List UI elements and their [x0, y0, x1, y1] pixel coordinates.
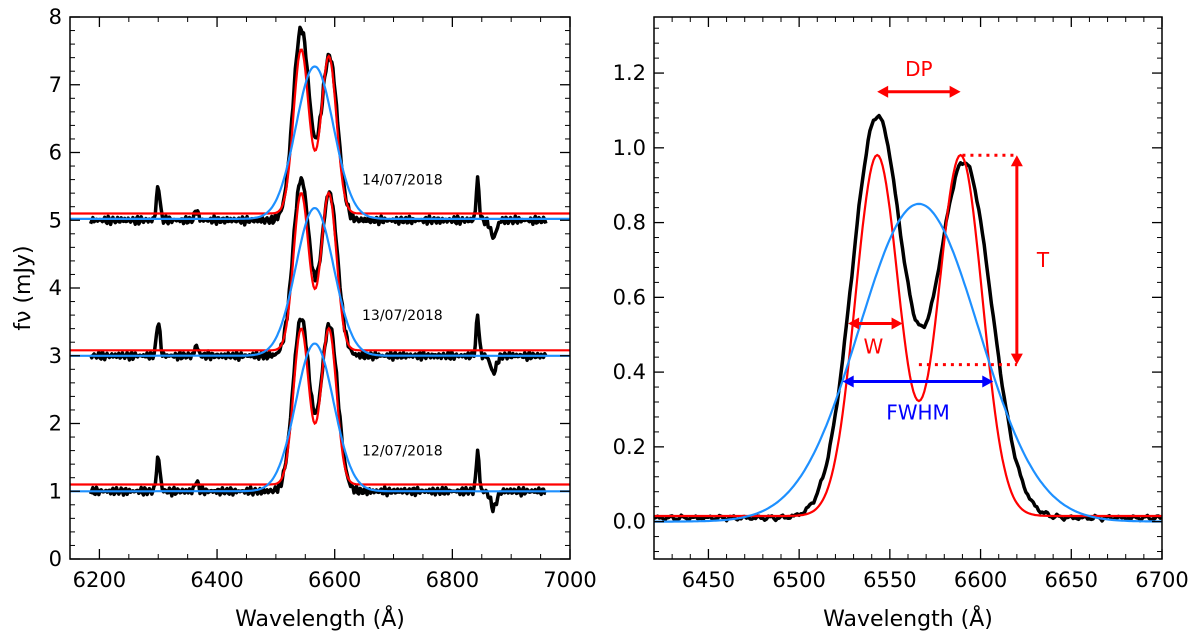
fwhm-arrow-head-left [842, 375, 854, 388]
x-tick-label: 6550 [863, 568, 916, 592]
single-gaussian-fit-line [70, 65, 570, 220]
x-tick-label: 7000 [543, 568, 596, 592]
x-tick-label: 6600 [954, 568, 1007, 592]
x-tick-label: 6800 [426, 568, 479, 592]
double-gaussian-fit-line [70, 48, 570, 215]
t-label: T [1036, 248, 1050, 272]
y-tick-label: 8 [49, 5, 62, 29]
y-tick-label: 0.6 [613, 285, 646, 309]
x-tick-label: 6600 [308, 568, 361, 592]
w-arrow-head-right [891, 317, 903, 330]
y-tick-label: 1 [49, 479, 62, 503]
right-plot-frame [653, 16, 1163, 560]
x-tick-label: 6200 [73, 568, 126, 592]
y-tick-label: 1.0 [613, 136, 646, 160]
x-tick-label: 6650 [1045, 568, 1098, 592]
date-label: 14/07/2018 [362, 173, 443, 189]
date-label: 13/07/2018 [362, 308, 443, 324]
y-tick-label: 2 [49, 412, 62, 436]
single-gaussian-fit-line [70, 342, 570, 493]
right-spectra [653, 113, 1163, 523]
y-tick-label: 3 [49, 344, 62, 368]
t-arrow-head-top [1010, 155, 1023, 167]
right-panel: 6450 6500 6550 6600 6650 6700 0.0 0.2 0.4 0.6 0.8 1… [613, 16, 1189, 632]
w-label: W [863, 335, 883, 359]
y-tick-label: 4 [49, 276, 62, 300]
y-tick-label: 0.0 [613, 510, 646, 534]
left-panel: 6200 6400 6600 6800 7000 0 1 2 3 4 5 6 7 8 14/07/2018… [11, 5, 597, 632]
left-x-axis-label: Wavelength (Å) [235, 605, 405, 632]
double-gaussian-fit-line [70, 326, 570, 486]
x-tick-label: 6500 [772, 568, 825, 592]
right-x-axis-label: Wavelength (Å) [823, 605, 993, 632]
double-gaussian-fit-line [70, 190, 570, 352]
y-tick-label: 0.4 [613, 360, 646, 384]
y-tick-label: 1.2 [613, 61, 646, 85]
observed-spectrum-line [653, 113, 1163, 523]
dp-label: DP [905, 57, 932, 81]
x-tick-label: 6700 [1135, 568, 1188, 592]
fwhm-arrow-head-right [982, 375, 994, 388]
right-ticks: 6450 6500 6550 6600 6650 6700 0.0 0.2 0.4 0.6 0.8 1… [613, 17, 1189, 592]
right-annotations: DP T W FWHM [842, 57, 1050, 424]
w-arrow-head-left [848, 317, 860, 330]
t-arrow-head-bottom [1010, 353, 1023, 365]
x-tick-label: 6450 [682, 568, 735, 592]
double-gaussian-fit-line [654, 153, 1162, 518]
left-spectra [70, 25, 570, 514]
left-annotations: 14/07/2018 13/07/2018 12/07/2018 [362, 173, 443, 460]
y-tick-label: 7 [49, 73, 62, 97]
y-tick-label: 0.8 [613, 211, 646, 235]
dp-arrow-head-right [949, 85, 961, 98]
left-plot-frame [69, 16, 571, 560]
x-tick-label: 6400 [190, 568, 243, 592]
single-gaussian-fit-line [70, 206, 570, 357]
single-gaussian-fit-line [654, 202, 1162, 523]
y-tick-label: 0 [49, 547, 62, 571]
y-tick-label: 5 [49, 208, 62, 232]
left-y-axis-label: fν (mJy) [11, 245, 36, 330]
left-ticks: 6200 6400 6600 6800 7000 0 1 2 3 4 5 6 7 8 [49, 5, 597, 592]
y-tick-label: 0.2 [613, 435, 646, 459]
date-label: 12/07/2018 [362, 444, 443, 460]
y-tick-label: 6 [49, 141, 62, 165]
fwhm-label: FWHM [886, 400, 950, 424]
dp-arrow-head-left [877, 85, 889, 98]
